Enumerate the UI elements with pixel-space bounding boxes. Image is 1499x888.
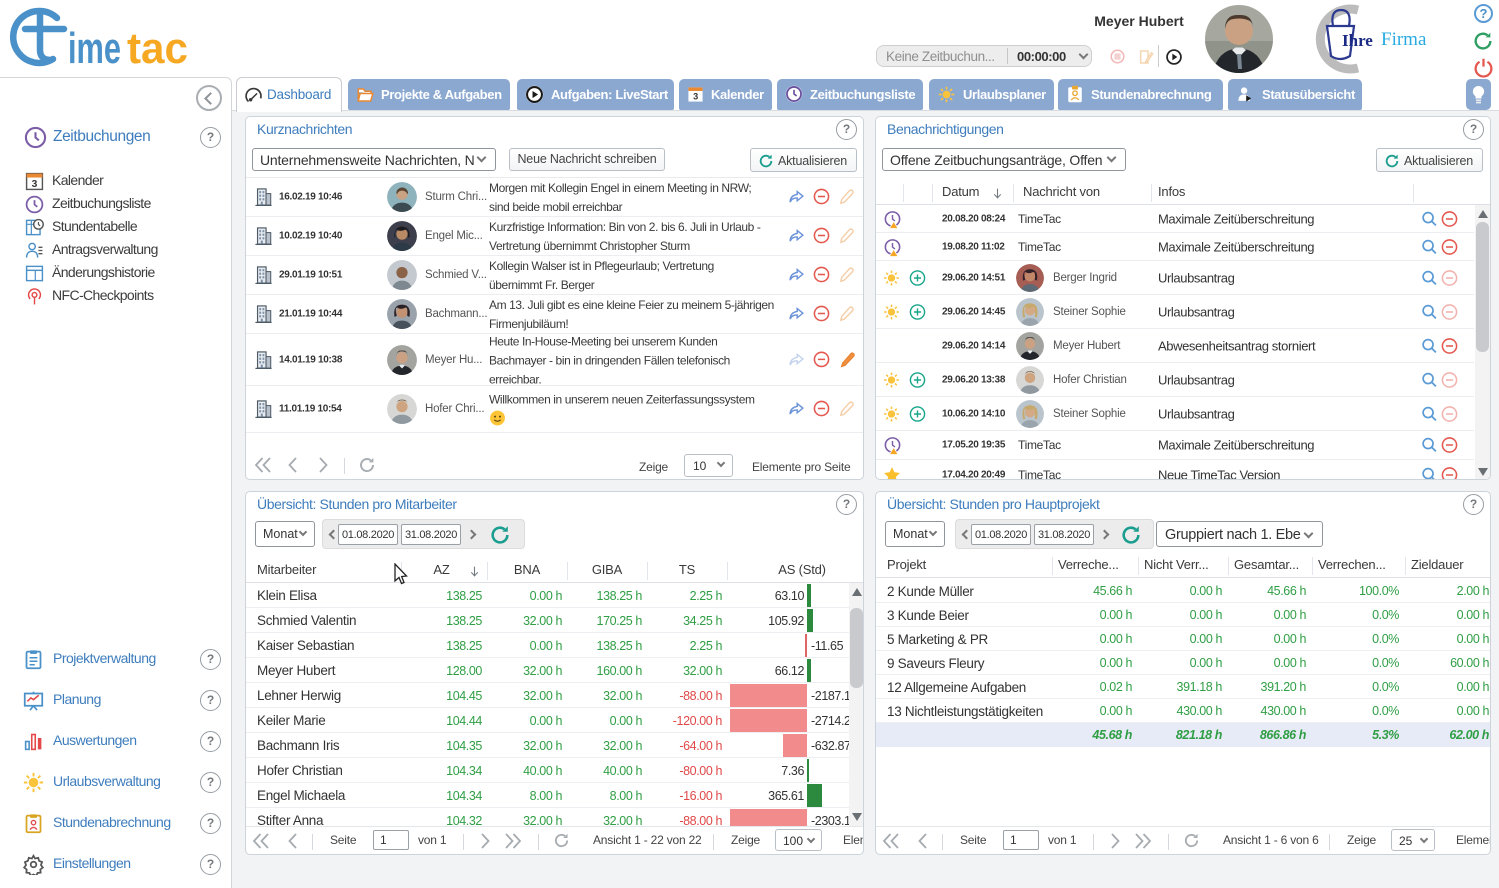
svg-text:Ihre: Ihre <box>1342 31 1373 50</box>
svg-text:3: 3 <box>32 179 38 190</box>
svg-text:tac: tac <box>127 24 188 70</box>
svg-text:ime: ime <box>68 24 121 70</box>
svg-text:3: 3 <box>693 91 698 101</box>
